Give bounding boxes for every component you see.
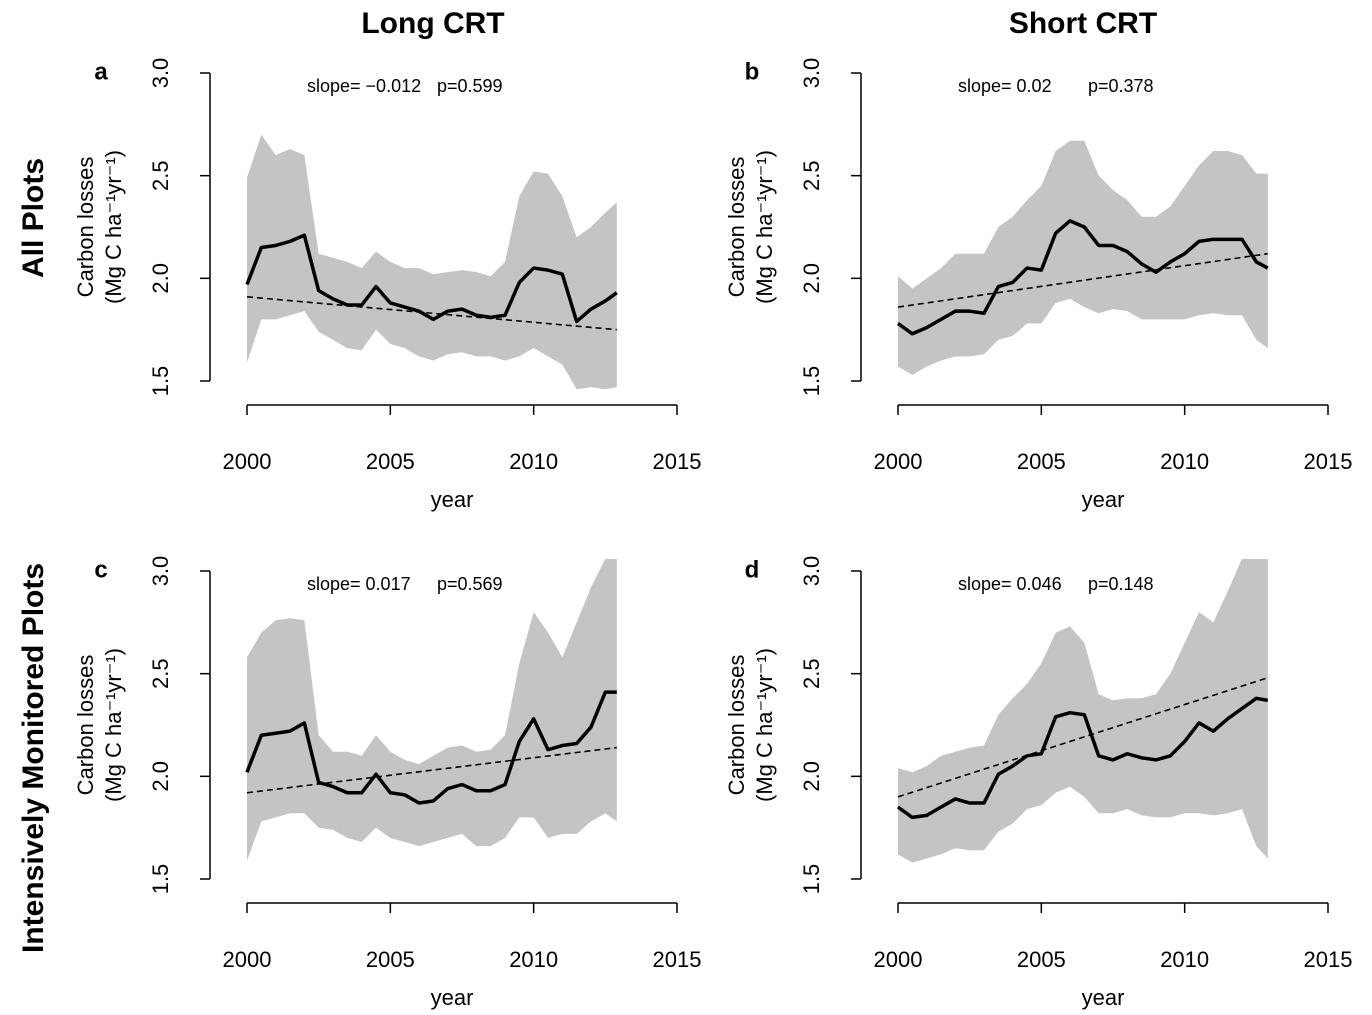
x-tick-label: 2015 [1304, 449, 1353, 474]
panel: 1.5 2.0 2.5 3.0 2000 2005 2010 2015 year Carbon l… [724, 58, 1353, 512]
y-tick-label: 2.0 [148, 263, 173, 294]
y-tick-label: 2.5 [799, 160, 824, 191]
p-annotation: p=0.148 [1088, 574, 1154, 594]
x-tick-label: 2005 [1017, 947, 1066, 972]
y-tick-label: 3.0 [799, 556, 824, 587]
panel-letter: c [94, 556, 107, 583]
slope-annotation: slope= −0.012 [307, 76, 421, 96]
plot-area [896, 559, 1269, 863]
y-tick-label: 2.0 [799, 761, 824, 792]
trend-line [897, 677, 1269, 798]
trend-line [246, 746, 617, 794]
x-tick-label: 2010 [1160, 947, 1209, 972]
y-tick-label: 1.5 [148, 366, 173, 397]
y-axis-label: Carbon losses [724, 157, 749, 298]
x-tick-label: 2005 [366, 947, 415, 972]
plot-area [245, 559, 617, 861]
x-tick-label: 2010 [509, 449, 558, 474]
y-axis-label: Carbon losses [724, 655, 749, 796]
y-axis-label: (Mg C ha⁻¹yr⁻¹) [752, 648, 777, 802]
x-tick-label: 2000 [223, 449, 272, 474]
panel-letter: b [745, 58, 760, 85]
x-tick-label: 2005 [1017, 449, 1066, 474]
trend-line [897, 252, 1268, 308]
y-axis-label: (Mg C ha⁻¹yr⁻¹) [752, 150, 777, 304]
column-title: Short CRT [1009, 7, 1157, 40]
x-tick-label: 2005 [366, 449, 415, 474]
panel: 1.5 2.0 2.5 3.0 2000 2005 2010 2015 year Carbon l… [73, 556, 702, 1010]
panel-letter: a [94, 58, 108, 85]
x-tick-label: 2015 [653, 449, 702, 474]
y-tick-label: 3.0 [799, 58, 824, 89]
p-annotation: p=0.569 [437, 574, 503, 594]
y-tick-label: 2.0 [148, 761, 173, 792]
mean-line [896, 696, 1269, 820]
confidence-band [247, 559, 617, 861]
trend-line [246, 296, 617, 331]
x-axis-label: year [431, 487, 474, 512]
y-axis-label: (Mg C ha⁻¹yr⁻¹) [101, 150, 126, 304]
y-tick-label: 1.5 [799, 864, 824, 895]
confidence-band [247, 134, 617, 390]
p-annotation: p=0.378 [1088, 76, 1154, 96]
y-tick-label: 1.5 [148, 864, 173, 895]
slope-annotation: slope= 0.02 [958, 76, 1052, 96]
y-tick-label: 1.5 [799, 366, 824, 397]
mean-line [896, 219, 1269, 336]
x-axis-label: year [1082, 487, 1125, 512]
slope-annotation: slope= 0.017 [307, 574, 411, 594]
y-tick-label: 3.0 [148, 556, 173, 587]
y-tick-label: 2.5 [148, 658, 173, 689]
y-axis-label: Carbon losses [73, 655, 98, 796]
mean-line [245, 690, 617, 805]
y-tick-label: 2.5 [799, 658, 824, 689]
y-axis-label: Carbon losses [73, 157, 98, 298]
x-tick-label: 2015 [1304, 947, 1353, 972]
y-axis-label: (Mg C ha⁻¹yr⁻¹) [101, 648, 126, 802]
row-title: Intensively Monitored Plots [17, 563, 50, 953]
panel: 1.5 2.0 2.5 3.0 2000 2005 2010 2015 year Carbon l… [73, 58, 702, 512]
y-tick-label: 2.0 [799, 263, 824, 294]
column-title: Long CRT [361, 7, 504, 40]
x-axis-label: year [431, 985, 474, 1010]
confidence-band [898, 559, 1268, 863]
mean-line [245, 233, 618, 324]
x-axis-label: year [1082, 985, 1125, 1010]
slope-annotation: slope= 0.046 [958, 574, 1062, 594]
x-tick-label: 2000 [223, 947, 272, 972]
x-tick-label: 2000 [874, 947, 923, 972]
x-tick-label: 2010 [509, 947, 558, 972]
panel: 1.5 2.0 2.5 3.0 2000 2005 2010 2015 year Carbon l… [724, 556, 1353, 1010]
y-tick-label: 2.5 [148, 160, 173, 191]
plot-area [896, 140, 1269, 375]
p-annotation: p=0.599 [437, 76, 503, 96]
plot-area [245, 134, 618, 390]
y-tick-label: 3.0 [148, 58, 173, 89]
row-title: All Plots [17, 158, 50, 278]
panel-letter: d [745, 556, 760, 583]
confidence-band [898, 140, 1268, 375]
x-tick-label: 2015 [653, 947, 702, 972]
x-tick-label: 2000 [874, 449, 923, 474]
x-tick-label: 2010 [1160, 449, 1209, 474]
